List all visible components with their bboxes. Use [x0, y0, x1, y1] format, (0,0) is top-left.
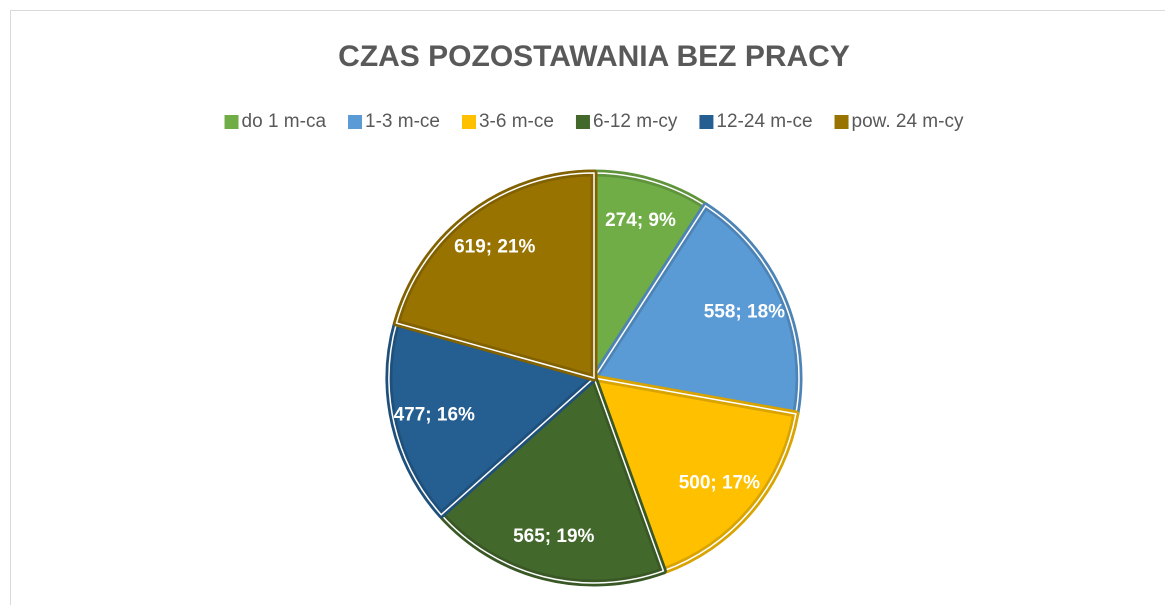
- data-label: 274; 9%: [605, 210, 676, 231]
- data-label: 500; 17%: [679, 473, 760, 494]
- legend-swatch: [348, 115, 362, 129]
- chart-title: CZAS POZOSTAWANIA BEZ PRACY: [338, 40, 850, 73]
- data-label: 619; 21%: [454, 236, 535, 257]
- data-label: 565; 19%: [513, 526, 594, 547]
- legend-label: 12-24 m-ce: [716, 111, 812, 132]
- legend-swatch: [699, 115, 713, 129]
- legend-label: 1-3 m-ce: [365, 111, 440, 132]
- legend-swatch: [462, 115, 476, 129]
- legend-label: do 1 m-ca: [242, 111, 327, 132]
- legend-swatch: [576, 115, 590, 129]
- legend-swatch: [225, 115, 239, 129]
- legend-label: 6-12 m-cy: [593, 111, 678, 132]
- legend-label: 3-6 m-ce: [479, 111, 554, 132]
- data-label: 558; 18%: [704, 302, 785, 323]
- legend-swatch: [835, 115, 849, 129]
- data-label: 477; 16%: [394, 404, 475, 425]
- legend-label: pow. 24 m-cy: [852, 111, 964, 132]
